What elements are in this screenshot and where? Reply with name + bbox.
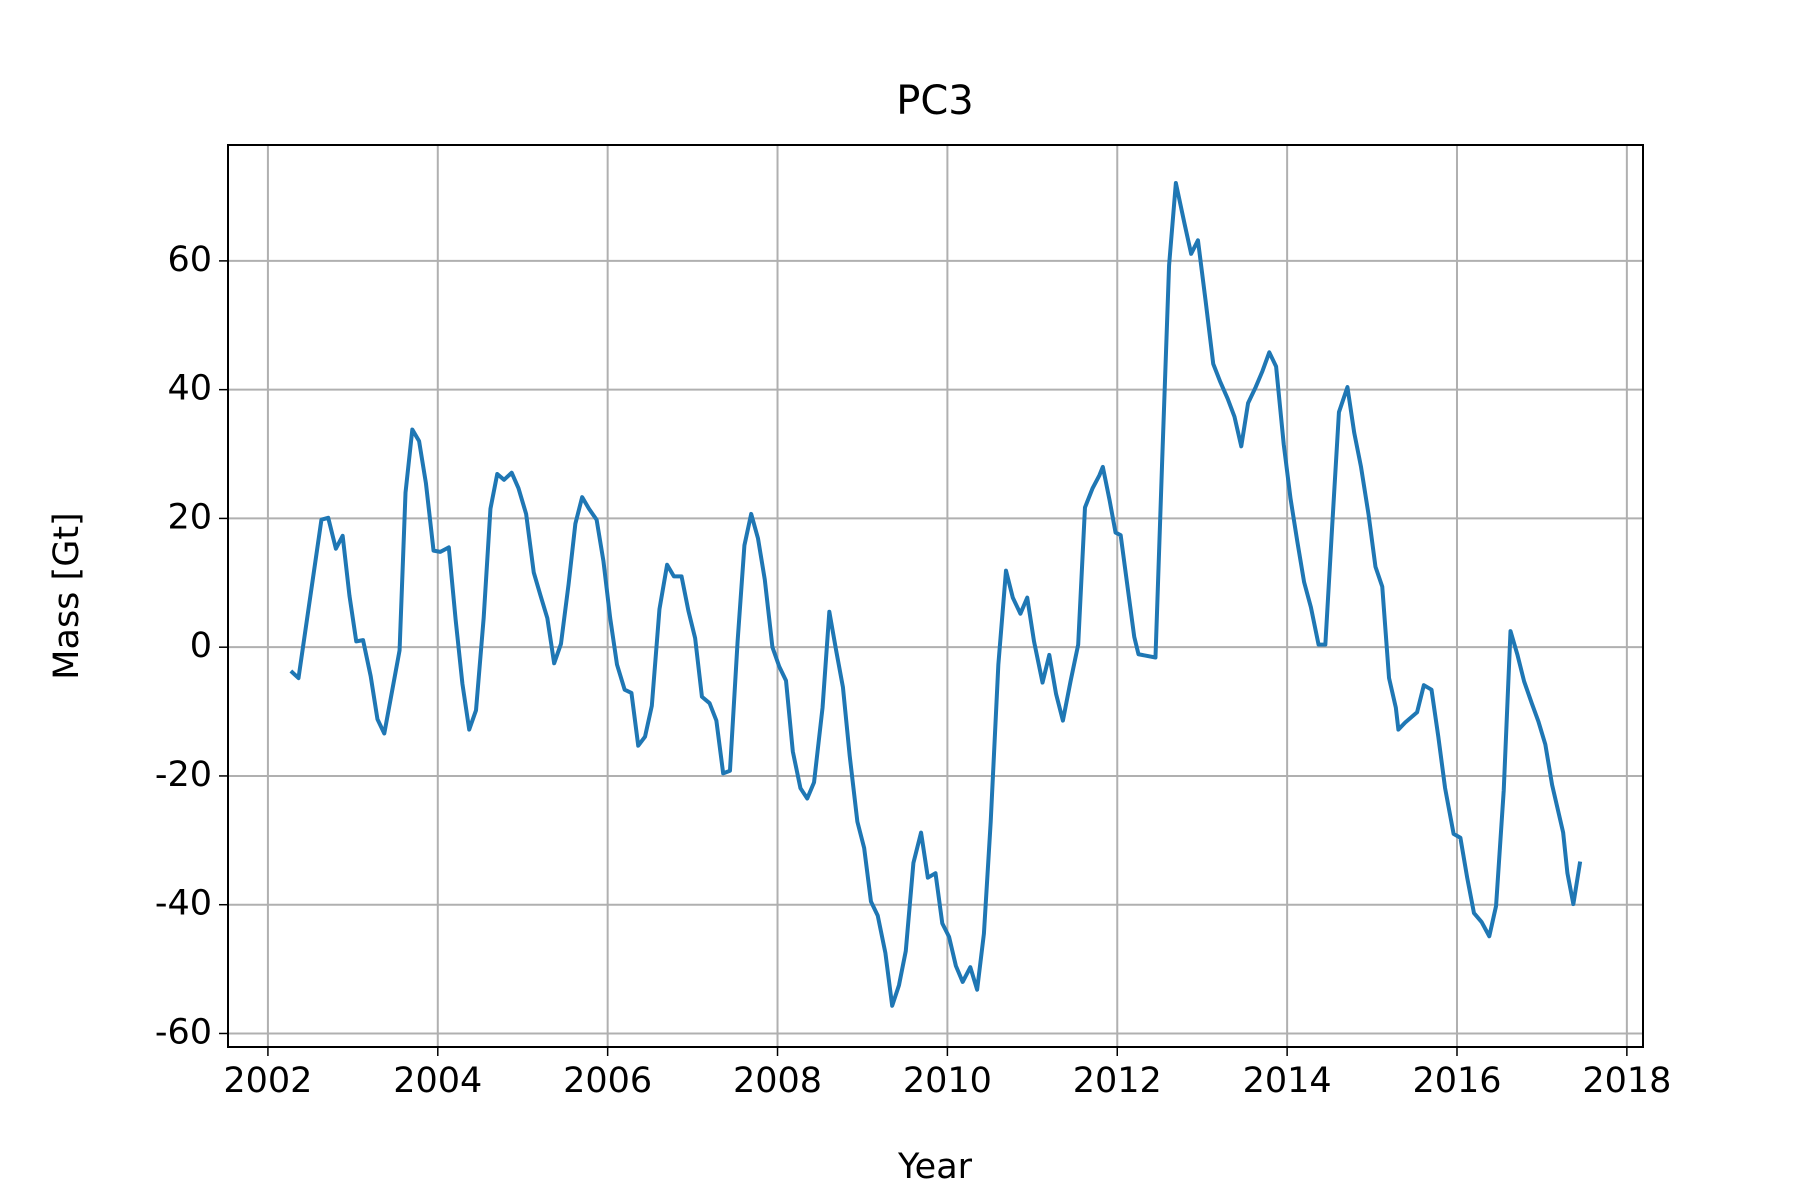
- x-tick-label: 2008: [733, 1061, 822, 1101]
- y-tick-label: -60: [155, 1012, 212, 1052]
- chart-title: PC3: [896, 78, 974, 124]
- x-tick-label: 2006: [563, 1061, 652, 1101]
- x-tick-label: 2018: [1582, 1061, 1671, 1101]
- y-tick-label: 20: [167, 497, 212, 537]
- y-tick-label: 60: [167, 240, 212, 280]
- y-tick-label: -20: [155, 755, 212, 795]
- y-axis-label: Mass [Gt]: [47, 512, 87, 679]
- x-tick-label: 2016: [1412, 1061, 1501, 1101]
- plot-frame: [227, 144, 1644, 1048]
- x-tick-label: 2014: [1243, 1061, 1332, 1101]
- y-tick-label: 40: [167, 369, 212, 409]
- x-tick-label: 2004: [393, 1061, 482, 1101]
- y-tick-label: 0: [190, 626, 212, 666]
- x-tick-label: 2012: [1073, 1061, 1162, 1101]
- y-tick-label: -40: [155, 884, 212, 924]
- x-tick-label: 2002: [223, 1061, 312, 1101]
- x-tick-label: 2010: [903, 1061, 992, 1101]
- x-axis-label: Year: [897, 1147, 973, 1187]
- data-line: [289, 180, 1583, 1008]
